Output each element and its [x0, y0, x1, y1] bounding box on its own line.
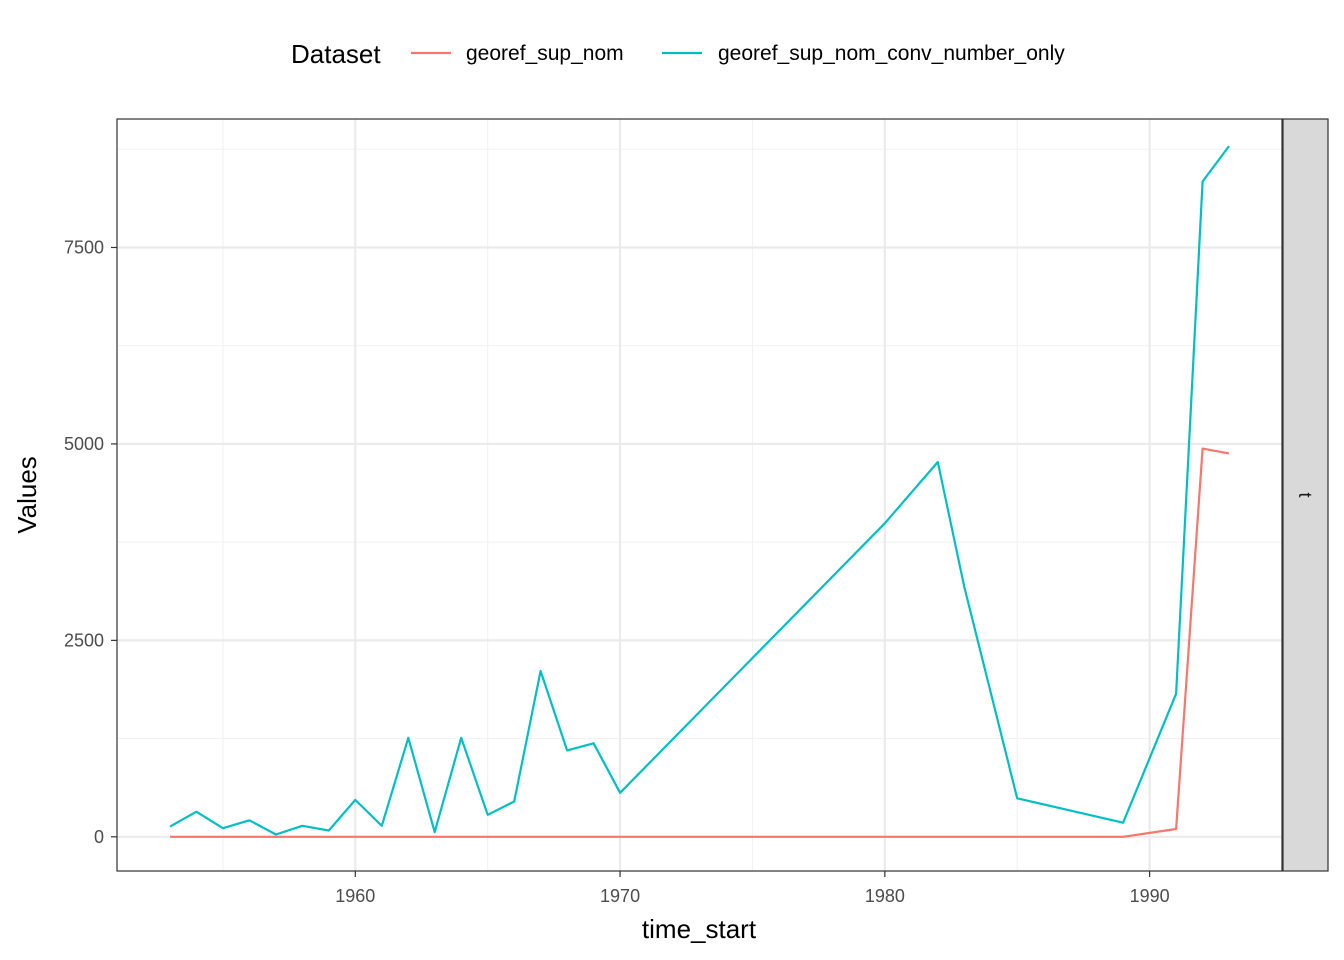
series-line-georef-sup-nom	[170, 447, 1230, 838]
grid-minor	[117, 119, 1282, 871]
x-tick-label-1960: 1960	[335, 886, 375, 906]
series-lines	[169, 145, 1230, 838]
x-axis-title: time_start	[642, 914, 757, 944]
series-line-georef-sup-nom-conv-number-only	[169, 145, 1230, 836]
facet-strip: t	[1282, 118, 1329, 872]
x-tick-label-1980: 1980	[865, 886, 905, 906]
y-tick-label-0: 0	[94, 827, 104, 847]
y-tick-label-7500: 7500	[64, 237, 104, 257]
legend-label-georef-sup-nom: georef_sup_nom	[466, 42, 624, 65]
legend-label-georef-sup-nom-conv-number-only: georef_sup_nom_conv_number_only	[718, 42, 1065, 65]
y-tick-label-5000: 5000	[64, 434, 104, 454]
facet-strip-label: t	[1295, 492, 1315, 497]
y-axis: 0 2500 5000 7500	[64, 237, 117, 847]
panel-border	[116, 118, 1283, 872]
y-tick-label-2500: 2500	[64, 630, 104, 650]
plot-panel	[116, 118, 1283, 872]
x-tick-label-1990: 1990	[1130, 886, 1170, 906]
facet-strip-background	[1282, 118, 1329, 872]
panel-background	[117, 119, 1282, 871]
y-axis-title: Values	[12, 456, 42, 534]
x-tick-label-1970: 1970	[600, 886, 640, 906]
x-axis: 1960 1970 1980 1990	[335, 871, 1170, 906]
grid-major	[117, 119, 1282, 871]
legend: Dataset georef_sup_nom georef_sup_nom_co…	[291, 39, 1065, 69]
legend-title: Dataset	[291, 39, 381, 69]
